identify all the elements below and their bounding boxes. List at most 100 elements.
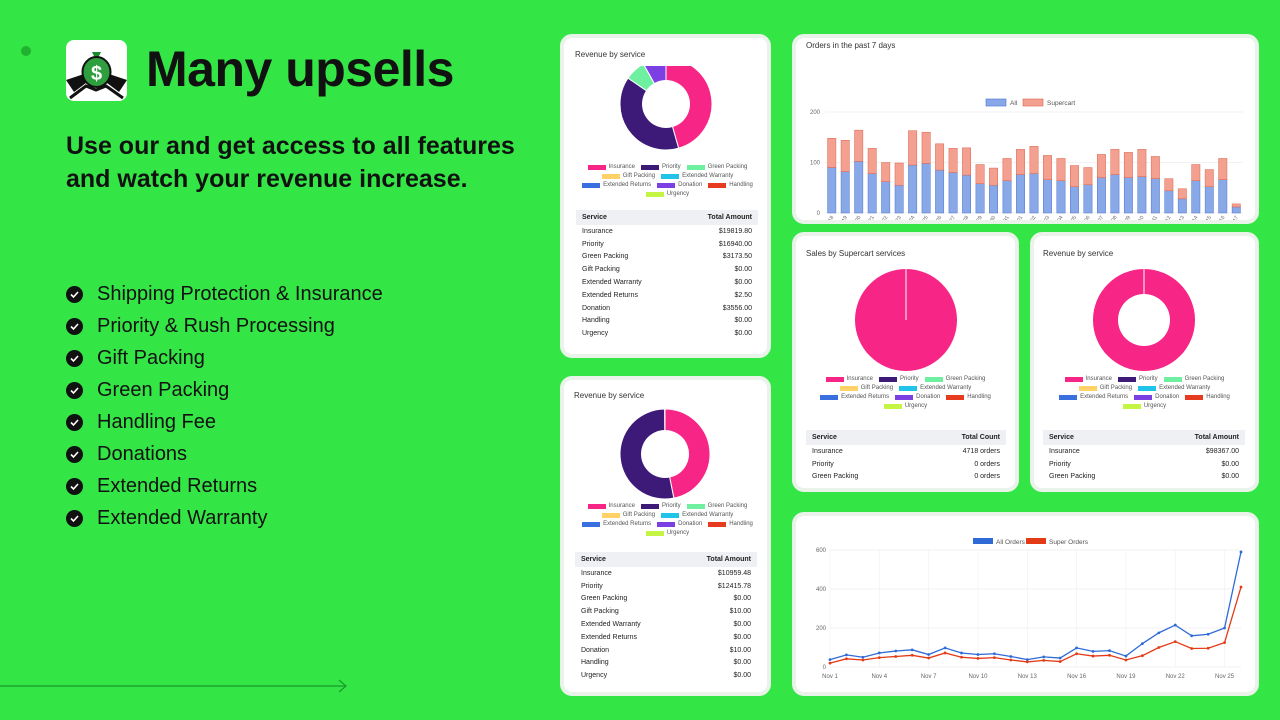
legend-swatch — [587, 164, 606, 170]
legend-row: Gift Packing Extended Warranty — [800, 385, 1011, 391]
chart-legend: Insurance Priority Green Packing Gift Packi… — [1038, 376, 1251, 412]
line-point — [976, 657, 980, 660]
line-point — [1124, 658, 1128, 662]
feature-item: Gift Packing — [66, 342, 383, 374]
bar-all — [908, 164, 918, 214]
legend-swatch — [899, 385, 918, 391]
table-header-cell: Total Amount — [1145, 430, 1245, 445]
line-point — [943, 651, 947, 655]
legend-swatch — [1122, 403, 1141, 409]
legend-swatch — [640, 164, 659, 170]
line-series-super-orders — [829, 586, 1242, 664]
bar-all — [975, 183, 985, 214]
legend-item: Green Packing — [924, 376, 986, 382]
bar-supercart — [1070, 165, 1079, 187]
legend-item: Urgency — [1122, 403, 1167, 409]
line-point — [861, 655, 865, 659]
legend-item: Green Packing — [686, 164, 747, 170]
bar-supercart — [1177, 188, 1187, 200]
feature-label: Shipping Protection & Insurance — [97, 282, 383, 305]
legend-label: Gift Packing — [860, 385, 894, 391]
table-cell: Green Packing — [581, 595, 628, 603]
table-cell: $10.00 — [729, 608, 751, 616]
legend-label: Extended Returns — [603, 182, 652, 188]
table-cell: $12415.78 — [717, 582, 751, 590]
line-point — [894, 649, 898, 653]
legend-label: Insurance — [1085, 376, 1112, 382]
legend-label: Donation — [678, 521, 703, 527]
table-row: Extended Returns $0.00 — [575, 631, 757, 644]
bar-all — [1204, 186, 1214, 214]
bar-supercart — [1137, 149, 1147, 177]
legend-label: Priority — [661, 164, 681, 170]
legend-swatch — [1064, 376, 1083, 382]
bar-supercart — [827, 138, 837, 168]
legend-swatch — [878, 376, 897, 382]
line-point — [1058, 660, 1062, 663]
line-point — [993, 652, 996, 656]
table-cell: Insurance — [1049, 447, 1080, 455]
bar-all — [1191, 180, 1201, 214]
legend-label: Handling — [1206, 394, 1230, 400]
legend-item: Gift Packing — [601, 173, 656, 179]
bar-all — [1056, 180, 1066, 214]
bar-supercart — [854, 129, 864, 162]
legend-label: Urgency — [1143, 403, 1167, 409]
y-tick-label: 400 — [816, 587, 827, 593]
legend-swatch — [1078, 385, 1097, 391]
table-cell: Extended Warranty — [582, 279, 642, 287]
table-header-row: Service Total Amount — [576, 210, 758, 225]
legend-item: Handling — [946, 394, 991, 400]
chart-legend: Insurance Priority Green Packing Gift Packi… — [800, 376, 1011, 412]
legend-swatch — [895, 394, 914, 400]
table-cell: $0.00 — [734, 330, 752, 338]
legend-item: Insurance — [1064, 376, 1112, 382]
line-point — [976, 653, 980, 656]
table-header-cell: Total Amount — [677, 210, 758, 225]
table-header-cell: Service — [575, 552, 677, 567]
line-point — [1009, 658, 1013, 662]
table-cell: Extended Returns — [582, 291, 639, 299]
table-cell: $19819.80 — [718, 227, 752, 235]
table-row: Handling $0.00 — [575, 657, 757, 670]
bar-supercart — [1110, 149, 1120, 175]
legend-swatch — [1138, 385, 1157, 391]
feature-label: Green Packing — [97, 378, 230, 401]
table-row: Priority $0.00 — [1043, 458, 1245, 471]
legend-label: Green Packing — [945, 376, 986, 382]
legend-row: Urgency — [570, 191, 765, 197]
table-cell: Handling — [582, 317, 610, 325]
table-row: Green Packing $3173.50 — [576, 251, 758, 264]
line-point — [1108, 649, 1111, 653]
table-row: Insurance $10959.48 — [575, 567, 757, 580]
table-cell: $10959.48 — [717, 569, 751, 577]
revenue-by-service-card-1: Revenue by service Insurance Priority Gree… — [560, 34, 771, 358]
page-headline: Many upsells — [146, 41, 455, 97]
legend-row: Extended Returns Donation Handling — [570, 521, 765, 527]
legend-item: Extended Returns — [1059, 394, 1128, 400]
legend-label: Extended Warranty — [682, 512, 734, 518]
table-cell: Insurance — [582, 227, 613, 235]
legend-item: Urgency — [645, 191, 689, 197]
line-point — [943, 646, 947, 650]
sales-pie-chart — [855, 269, 957, 371]
table-cell: Urgency — [582, 330, 609, 338]
revenue-table: Service Total Amount Insurance $19819.80 Pri… — [576, 210, 758, 340]
legend-row: Gift Packing Extended Warranty — [1038, 385, 1251, 391]
legend-item: Insurance — [587, 503, 635, 509]
legend-swatch — [657, 182, 676, 188]
table-row: Extended Warranty $0.00 — [576, 276, 758, 289]
legend-swatch — [1163, 376, 1182, 382]
table-header-cell: Total Count — [913, 430, 1006, 445]
table-cell: Green Packing — [582, 253, 629, 261]
line-series-all-orders — [829, 551, 1242, 661]
bar-supercart — [1016, 149, 1025, 175]
legend-label: Gift Packing — [622, 173, 656, 179]
revenue-table: Service Total Amount Insurance $10959.48 Pri… — [575, 552, 757, 682]
line-point — [877, 651, 881, 655]
feature-item: Donations — [66, 438, 383, 470]
x-tick-label: Nov 25 — [1215, 674, 1235, 680]
check-circle-icon — [66, 509, 83, 527]
decorative-dot — [21, 46, 31, 56]
legend-label: Gift Packing — [1099, 385, 1133, 391]
